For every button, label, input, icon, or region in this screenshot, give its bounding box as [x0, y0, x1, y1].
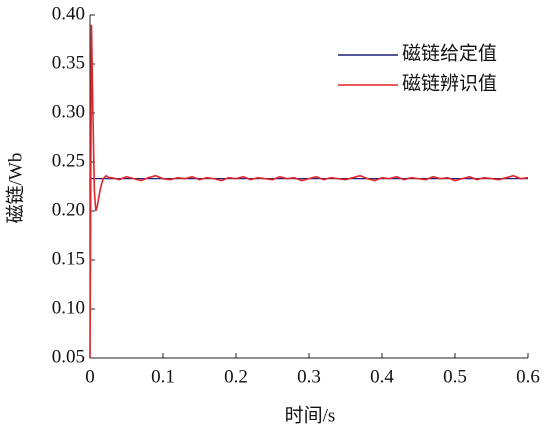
y-tick-label: 0.40 — [52, 3, 85, 24]
y-tick-label: 0.35 — [52, 52, 85, 73]
x-tick-label: 0.4 — [370, 366, 394, 387]
x-tick-label: 0.2 — [224, 366, 248, 387]
legend-label: 磁链给定值 — [402, 42, 497, 64]
y-tick-label: 0.30 — [52, 101, 85, 122]
y-tick-label: 0.10 — [52, 297, 85, 318]
legend-label: 磁链辨识值 — [402, 72, 497, 94]
x-tick-label: 0.1 — [151, 366, 175, 387]
x-tick-label: 0.5 — [443, 366, 467, 387]
y-axis-label: 磁链/Wb — [4, 153, 26, 224]
x-axis-label: 时间/s — [285, 404, 336, 426]
x-tick-label: 0.3 — [297, 366, 321, 387]
series-line — [89, 24, 529, 359]
x-tick-label: 0 — [85, 366, 95, 387]
y-tick-label: 0.25 — [52, 150, 85, 171]
y-tick-label: 0.15 — [52, 248, 85, 269]
x-tick-label: 0.6 — [516, 366, 540, 387]
series-line — [89, 178, 528, 358]
y-tick-label: 0.20 — [52, 199, 85, 220]
y-tick-label: 0.05 — [52, 346, 85, 367]
